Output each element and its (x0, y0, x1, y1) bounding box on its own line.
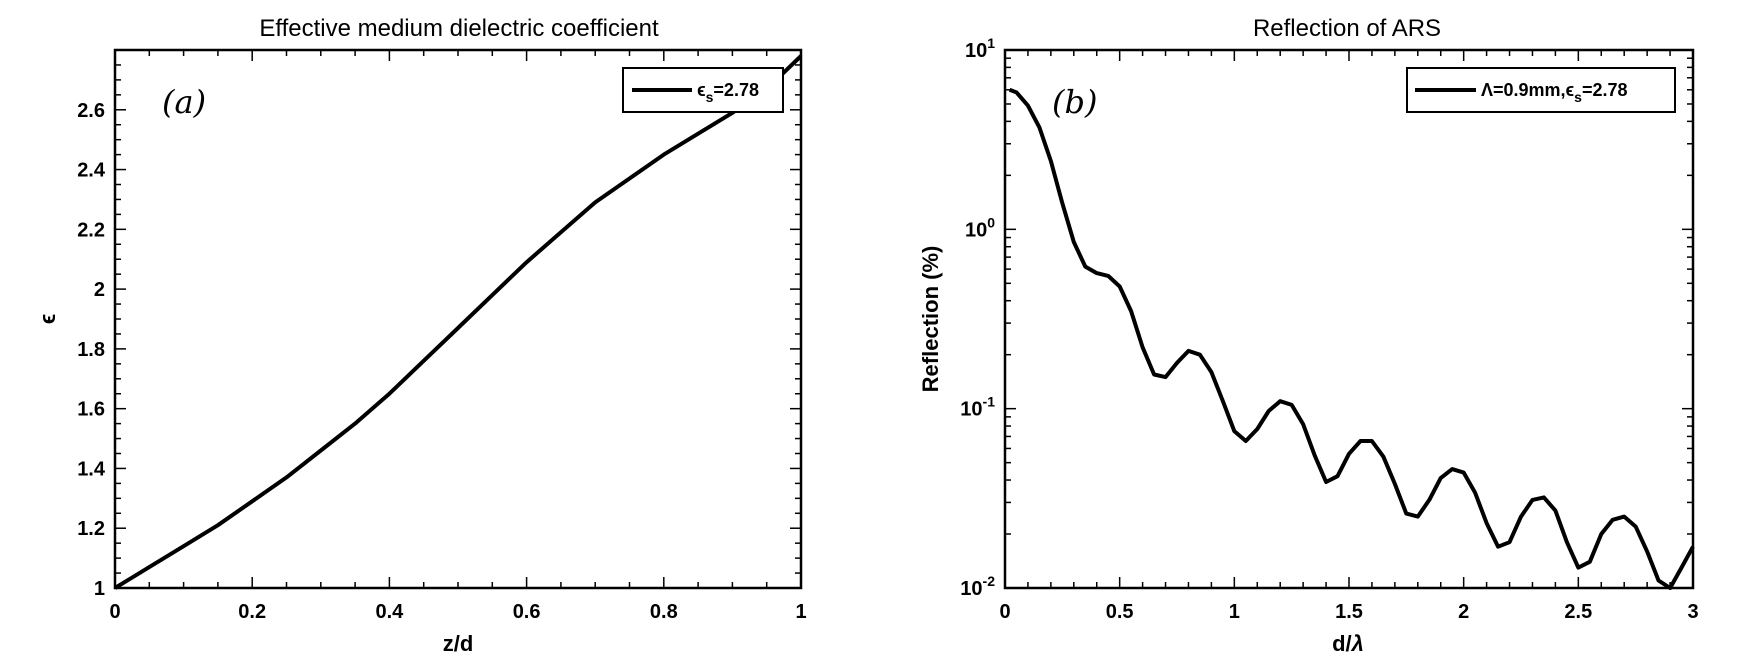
x-tick-label-b: 2.5 (1564, 601, 1592, 623)
x-tick-label-b: 2 (1458, 601, 1469, 623)
y-tick-exp-b: -2 (983, 573, 996, 589)
x-axis-label-b-lambda: λ (1351, 631, 1364, 656)
series-line-a (113, 54, 803, 590)
tick-marks-a (114, 49, 802, 589)
y-tick-base-b: 10 (960, 399, 982, 421)
y-tick-label-a: 1.4 (77, 458, 106, 480)
x-axis-label-a: z/d (443, 631, 474, 656)
x-tick-label-b: 1.5 (1335, 601, 1363, 623)
y-tick-label-a: 2.6 (77, 100, 105, 122)
chart-panel-a: Effective medium dielectric coefficient … (35, 15, 807, 656)
chart-title-a: Effective medium dielectric coefficient (259, 15, 659, 42)
x-axis-label-b-d: d/ (1332, 631, 1352, 656)
x-tick-labels-b: 0 0.5 1 1.5 2 2.5 3 (999, 601, 1698, 623)
series-line-b (1008, 87, 1695, 590)
x-tick-label-a: 0.2 (238, 601, 266, 623)
legend-period-b: Λ=0.9mm,ϵ (1481, 80, 1574, 100)
y-tick-exp-b: 0 (987, 214, 995, 230)
series-group-b (1008, 87, 1695, 590)
y-tick-label-b: 10-1 (960, 394, 995, 421)
y-axis-label-a: ϵ (35, 314, 60, 325)
chart-title-b: Reflection of ARS (1253, 15, 1441, 42)
x-tick-label-a: 0.8 (650, 601, 678, 623)
x-tick-labels-a: 0 0.2 0.4 0.6 0.8 1 (109, 601, 806, 623)
legend-a: ϵs=2.78 (622, 67, 784, 113)
y-tick-base-b: 10 (965, 219, 987, 241)
legend-value-b: =2.78 (1582, 80, 1628, 100)
y-tick-label-a: 1.2 (77, 518, 105, 540)
x-tick-label-b: 0.5 (1106, 601, 1134, 623)
legend-sub-b: s (1574, 89, 1582, 105)
y-tick-label-b: 101 (965, 35, 995, 62)
y-tick-label-b: 10-2 (960, 573, 995, 600)
legend-label-b: Λ=0.9mm,ϵs=2.78 (1481, 80, 1628, 105)
x-tick-label-a: 0.4 (375, 601, 404, 623)
x-tick-label-b: 1 (1229, 601, 1240, 623)
x-tick-label-a: 0.6 (513, 601, 541, 623)
y-tick-label-a: 1 (94, 578, 105, 600)
legend-label-a: ϵs=2.78 (697, 80, 759, 105)
legend-value-a: =2.78 (713, 80, 759, 100)
legend-epsilon-a: ϵ (697, 80, 706, 100)
x-tick-label-b: 0 (999, 601, 1010, 623)
y-tick-label-a: 1.6 (77, 399, 105, 421)
x-tick-label-a: 0 (109, 601, 120, 623)
y-tick-labels-a: 1 1.2 1.4 1.6 1.8 2 2.2 2.4 2.6 (77, 100, 106, 600)
y-tick-label-b: 100 (965, 214, 995, 241)
legend-b: Λ=0.9mm,ϵs=2.78 (1406, 67, 1676, 113)
tick-marks-b (1004, 49, 1694, 589)
y-tick-base-b: 10 (960, 578, 982, 600)
series-group-a (113, 54, 803, 590)
panel-label-b: (b) (1052, 83, 1097, 121)
panel-label-a: (a) (162, 83, 206, 121)
y-tick-label-a: 2.4 (77, 160, 106, 182)
plot-frame-a (113, 48, 803, 590)
y-tick-exp-b: -1 (983, 394, 996, 410)
y-tick-label-a: 1.8 (77, 339, 105, 361)
x-tick-label-a: 1 (795, 601, 806, 623)
y-tick-base-b: 10 (965, 40, 987, 62)
x-tick-label-b: 3 (1687, 601, 1698, 623)
legend-sub-a: s (706, 89, 714, 105)
y-tick-label-a: 2.2 (77, 219, 105, 241)
x-axis-label-b: d/λ (1332, 631, 1364, 656)
y-tick-label-a: 2 (94, 279, 105, 301)
y-tick-exp-b: 1 (987, 35, 995, 51)
plot-frame-b (1003, 48, 1695, 590)
y-axis-label-b: Reflection (%) (918, 246, 943, 393)
chart-panel-b: Reflection of ARS 0 0.5 1 1.5 2 2.5 3 10-210-1… (918, 15, 1699, 656)
